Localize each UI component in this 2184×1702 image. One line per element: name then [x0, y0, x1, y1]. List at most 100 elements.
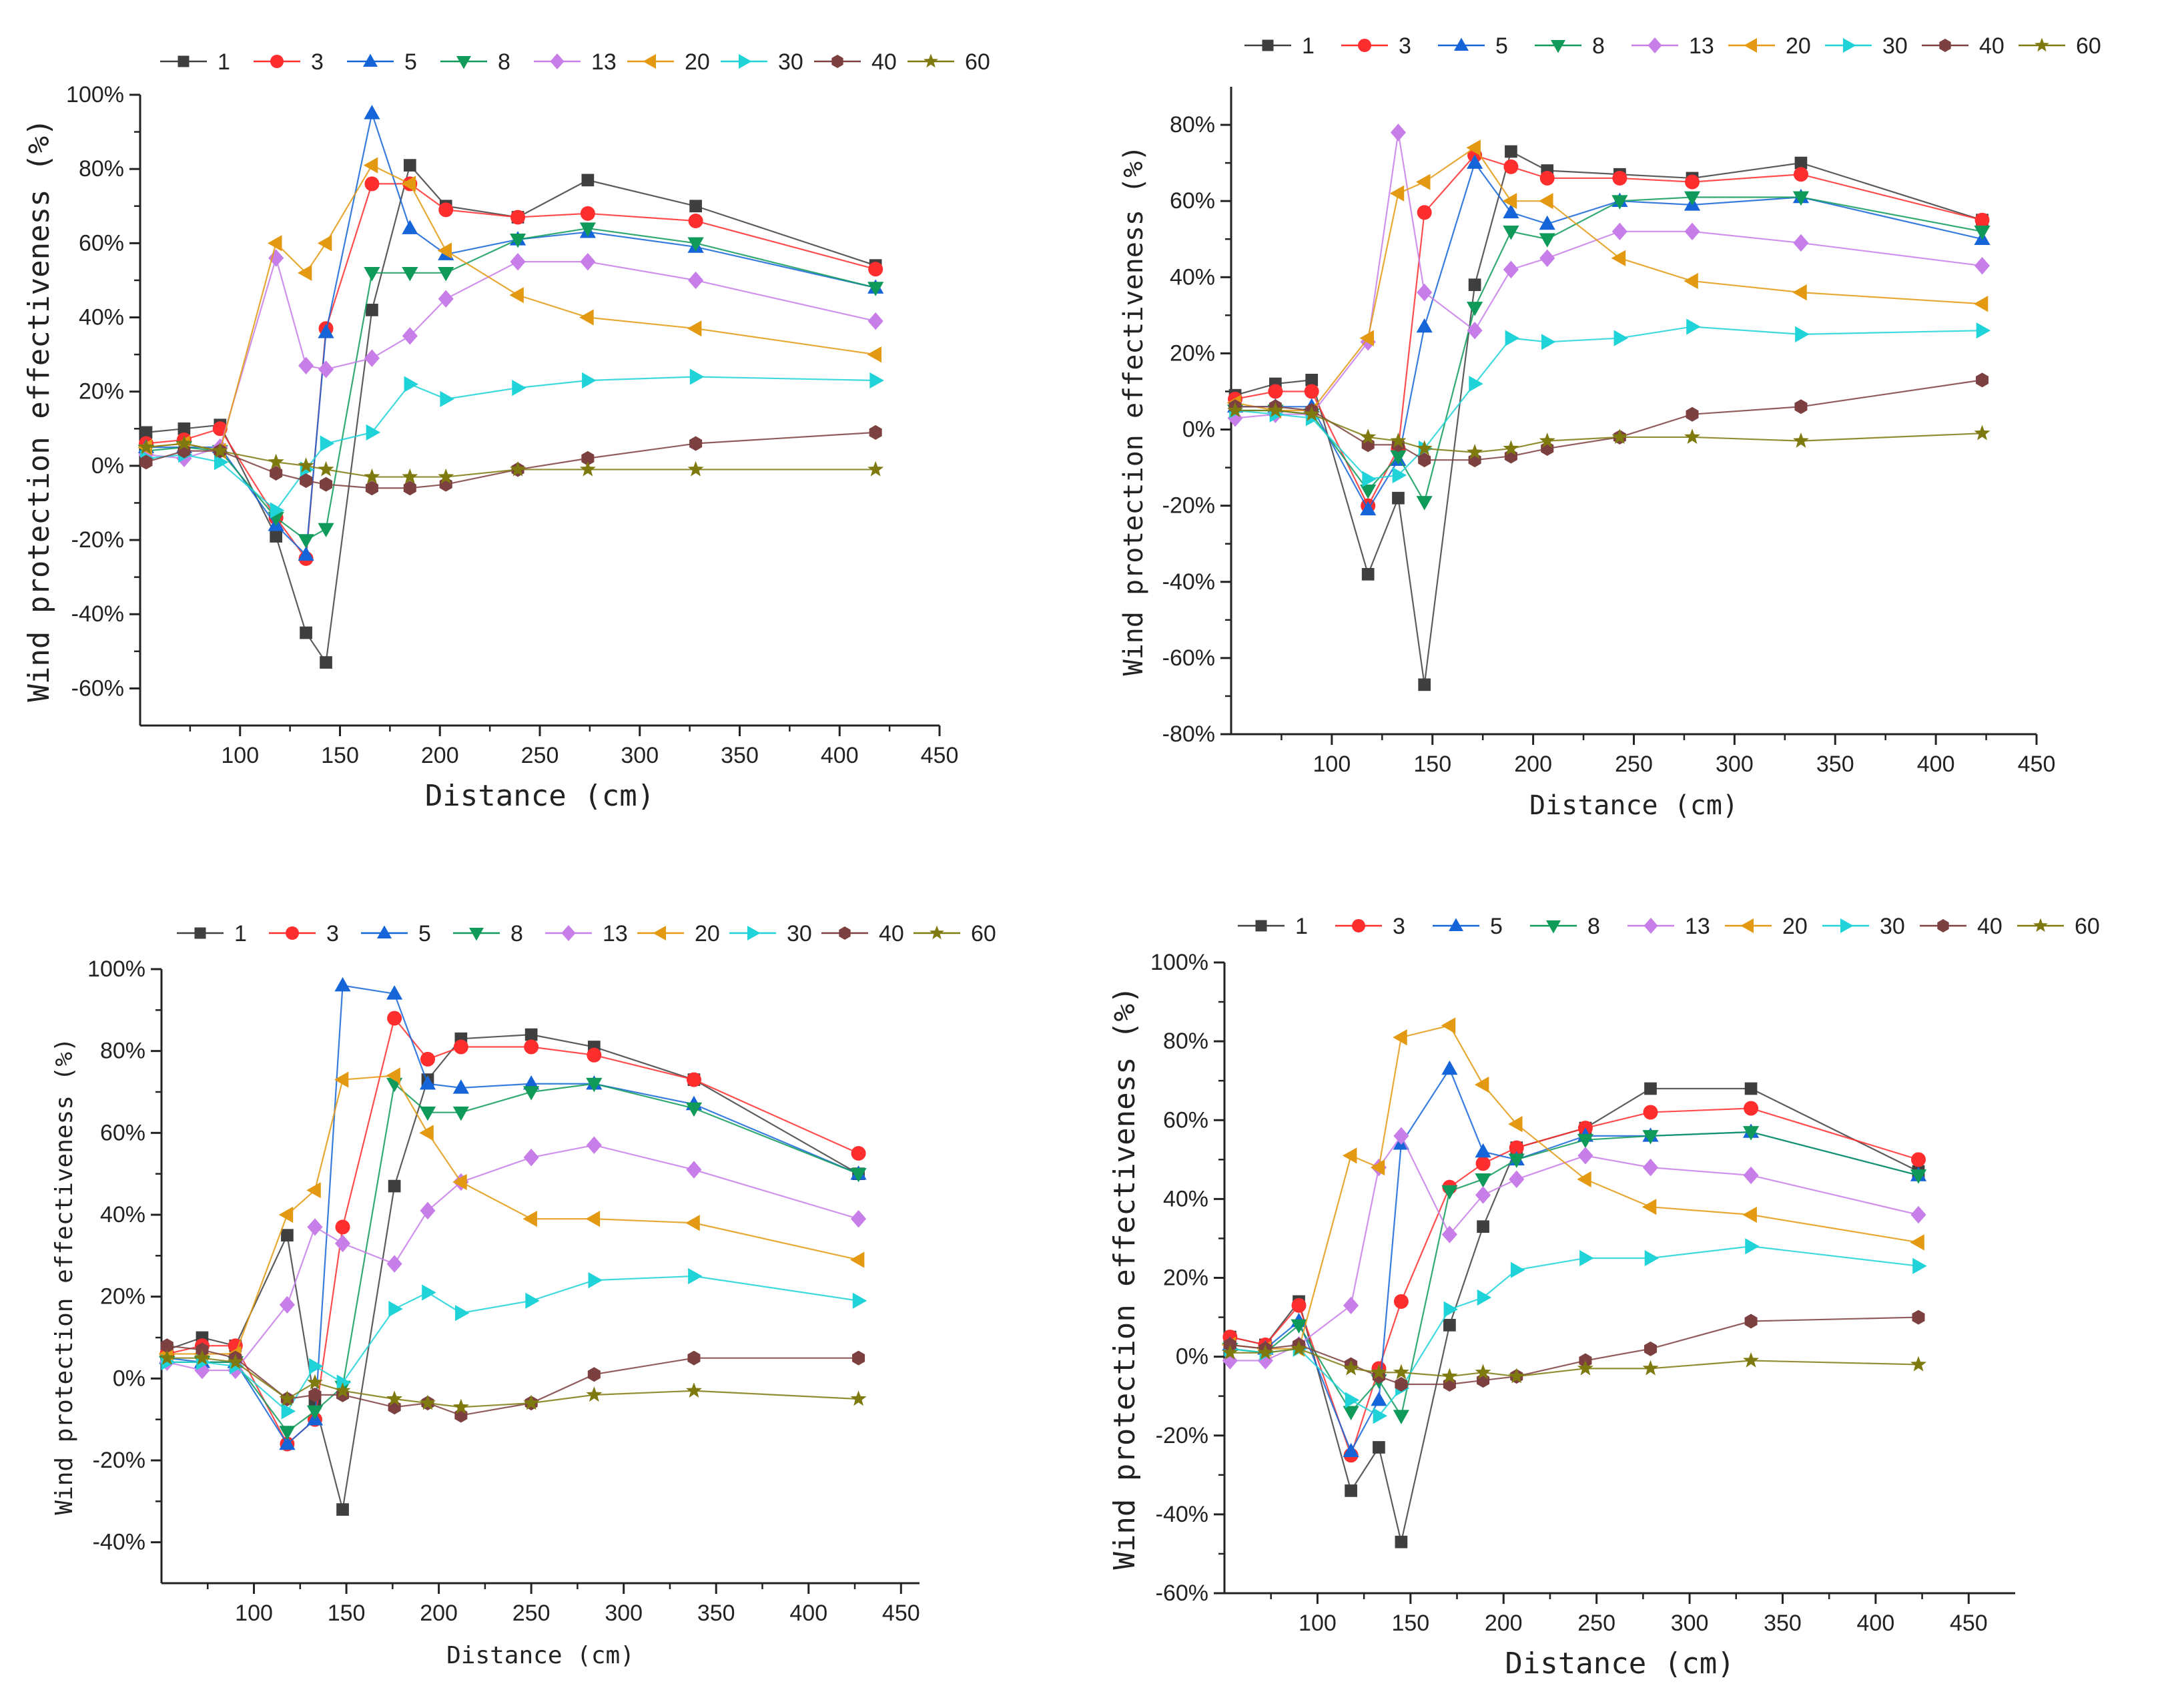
data-point-8: [419, 1106, 436, 1121]
legend-marker-20: [1744, 38, 1757, 53]
data-point-8: [1291, 1319, 1307, 1334]
legend-label-1: 1: [1295, 914, 1308, 939]
data-point-60: [1343, 1360, 1359, 1376]
legend-marker-3: [1358, 39, 1371, 52]
y-tick-label: 80%: [1163, 1029, 1208, 1054]
data-point-13: [334, 1234, 351, 1253]
legend-marker-40: [1939, 39, 1951, 52]
y-tick-label: 100%: [87, 956, 145, 982]
x-tick-label: 300: [1716, 752, 1754, 777]
data-point-1: [281, 1229, 294, 1242]
x-tick-label: 100: [1299, 1611, 1337, 1636]
data-point-20: [867, 346, 881, 363]
data-point-30: [1745, 1238, 1760, 1255]
data-point-8: [1467, 302, 1483, 316]
data-point-1: [1395, 1535, 1408, 1548]
data-point-40: [160, 1338, 173, 1354]
x-tick-label: 450: [882, 1601, 920, 1626]
data-point-3: [868, 262, 883, 277]
data-point-20: [1577, 1171, 1591, 1187]
data-point-60: [419, 1394, 436, 1410]
data-point-20: [363, 157, 378, 174]
data-point-13: [420, 1201, 436, 1220]
data-point-13: [1467, 321, 1483, 340]
legend-label-5: 5: [418, 921, 431, 946]
data-point-60: [1360, 429, 1377, 445]
data-point-13: [851, 1209, 867, 1228]
x-tick-label: 250: [521, 743, 559, 768]
data-point-8: [1360, 485, 1377, 499]
legend-marker-60: [924, 53, 938, 68]
data-point-60: [687, 461, 704, 477]
data-point-5: [1475, 1143, 1491, 1158]
data-point-60: [1227, 402, 1244, 418]
data-point-60: [1743, 1352, 1760, 1368]
data-point-40: [1912, 1310, 1925, 1325]
data-point-20: [1474, 1076, 1489, 1093]
chart-panel-2: 100 150 200 250 300 350 400 450 80% 60% 40% 20% 0% -2…: [1118, 33, 2101, 821]
data-point-60: [1267, 402, 1284, 418]
data-point-60: [1390, 432, 1407, 448]
data-point-13: [1611, 222, 1627, 241]
data-point-1: [1345, 1484, 1357, 1497]
data-point-5: [1360, 501, 1377, 516]
data-point-1: [1644, 1082, 1657, 1095]
data-point-30: [336, 1374, 352, 1391]
data-point-30: [1541, 334, 1556, 350]
legend-label-8: 8: [498, 49, 510, 75]
chart-panel-3: 100 150 200 250 300 350 400 450100%80%60%40%20%…: [51, 921, 996, 1669]
data-point-3: [1417, 205, 1432, 220]
x-tick-label: 150: [328, 1601, 366, 1626]
data-point-13: [307, 1218, 323, 1236]
data-point-8: [298, 534, 314, 549]
legend-label-5: 5: [404, 49, 417, 75]
data-point-3: [438, 202, 454, 218]
data-point-30: [455, 1305, 470, 1322]
y-tick-label: 100%: [66, 82, 124, 107]
series-60: [159, 1350, 867, 1414]
data-point-30: [404, 376, 418, 392]
y-tick-label: 20%: [1163, 1265, 1208, 1291]
data-point-1: [177, 422, 191, 435]
data-point-3: [510, 210, 526, 225]
legend: 1 3 5 8 13 20 30 40 60: [1238, 914, 2100, 939]
chart-panel-4: 100 150 200 250 300 350 400 450100%80%60%40%20%…: [1108, 914, 2100, 1681]
data-point-13: [1390, 123, 1407, 141]
legend-label-60: 60: [2075, 914, 2100, 939]
data-point-8: [1577, 1133, 1594, 1149]
x-tick-label: 200: [421, 743, 459, 768]
legend-label-20: 20: [695, 921, 720, 946]
data-point-30: [422, 1284, 436, 1301]
legend-label-8: 8: [1592, 33, 1605, 59]
data-point-1: [1443, 1319, 1456, 1332]
y-tick-label: 100%: [1150, 950, 1208, 975]
legend-label-3: 3: [1393, 914, 1405, 939]
y-tick-label: -60%: [1162, 645, 1215, 671]
series-60: [137, 435, 884, 484]
data-point-40: [270, 466, 283, 481]
y-tick-label: 0%: [91, 453, 124, 479]
y-tick-label: 20%: [79, 379, 124, 404]
data-point-40: [1644, 1341, 1658, 1356]
data-point-5: [1343, 1442, 1359, 1458]
x-tick-label: 350: [697, 1601, 735, 1626]
legend-label-8: 8: [1587, 914, 1600, 939]
legend-marker-1: [1255, 920, 1267, 932]
data-point-30: [270, 502, 285, 519]
legend-label-60: 60: [965, 49, 990, 75]
legend: 1 3 5 8 13 20 30 40 60: [177, 921, 996, 946]
data-point-20: [1502, 193, 1517, 210]
data-point-1: [524, 1028, 538, 1041]
data-point-8: [523, 1086, 540, 1101]
data-point-13: [1910, 1205, 1926, 1224]
data-point-1: [139, 426, 153, 439]
legend-label-30: 30: [778, 49, 803, 75]
y-tick-label: 60%: [100, 1120, 145, 1145]
data-point-20: [1416, 174, 1431, 190]
y-tick-label: 0%: [1182, 417, 1215, 443]
data-point-20: [1389, 185, 1405, 202]
data-point-3: [688, 214, 703, 228]
data-point-20: [1441, 1017, 1456, 1034]
data-point-8: [1742, 1126, 1760, 1141]
data-point-3: [580, 206, 595, 221]
